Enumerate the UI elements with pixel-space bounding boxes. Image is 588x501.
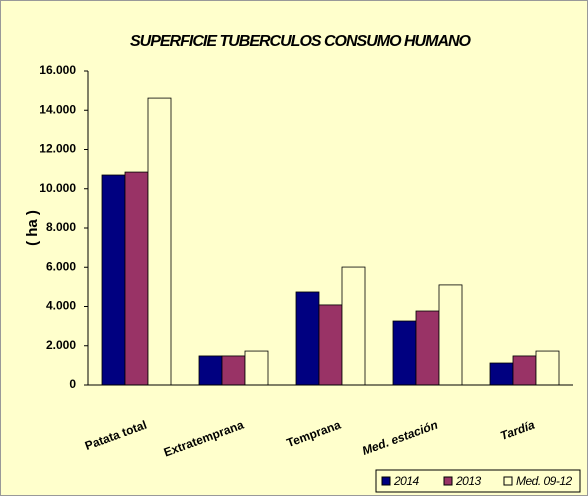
y-tick-label: 8.000 [46, 220, 76, 234]
legend-swatch [503, 476, 513, 486]
bar [341, 266, 366, 386]
legend-swatch [381, 476, 391, 486]
bar [147, 97, 172, 386]
bar [244, 350, 269, 386]
bar [489, 362, 514, 386]
y-tick-label: 12.000 [39, 142, 76, 156]
bar [392, 320, 417, 386]
bar [124, 171, 149, 386]
y-tick-label: 2.000 [46, 338, 76, 352]
y-tick-label: 16.000 [39, 63, 76, 77]
bar [198, 355, 223, 386]
legend-label: 2014 [393, 474, 420, 488]
bar [221, 355, 246, 386]
bar [318, 304, 343, 386]
bar [438, 284, 463, 386]
bar [295, 291, 320, 386]
legend-box [375, 469, 581, 493]
legend-label: 2013 [455, 474, 482, 488]
bar [512, 355, 537, 386]
y-axis-label: ( ha ) [24, 210, 41, 246]
y-tick-label: 4.000 [46, 299, 76, 313]
legend-label: Med. 09-12 [516, 474, 573, 488]
bar [535, 350, 560, 386]
bar [101, 174, 126, 386]
legend-swatch [443, 476, 453, 486]
y-tick-label: 10.000 [39, 181, 76, 195]
y-tick-label: 14.000 [39, 102, 76, 116]
bar [415, 310, 440, 386]
chart-title: SUPERFICIE TUBERCULOS CONSUMO HUMANO [130, 33, 472, 50]
y-tick-label: 6.000 [46, 259, 76, 273]
y-tick-label: 0 [69, 377, 76, 391]
